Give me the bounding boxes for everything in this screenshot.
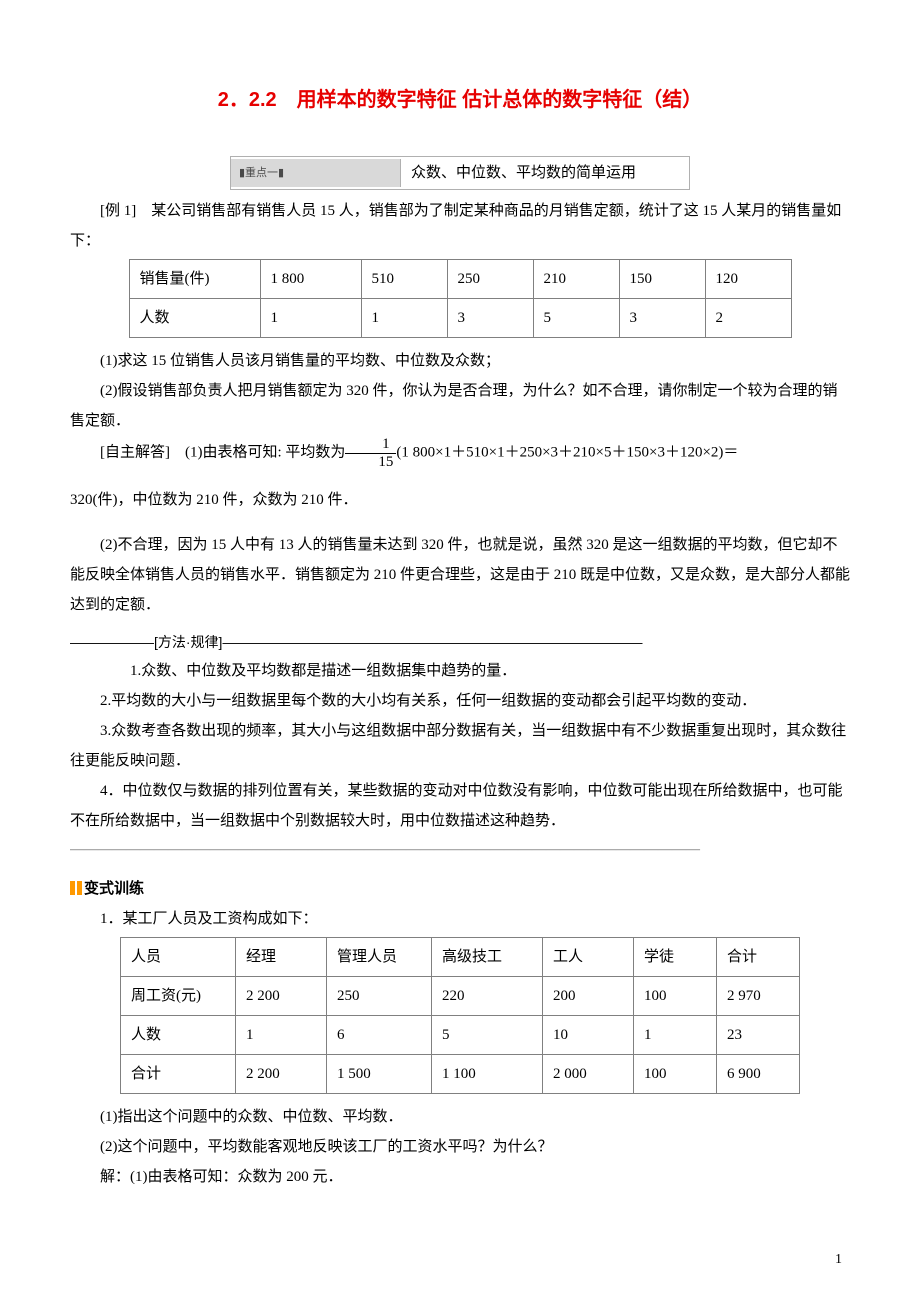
- variant-sub1: (1)指出这个问题中的众数、中位数、平均数．: [70, 1102, 850, 1132]
- cell: 220: [432, 977, 543, 1016]
- cell: 合计: [121, 1055, 236, 1094]
- cell: 2 200: [236, 1055, 327, 1094]
- example1-q1: (1)求这 15 位销售人员该月销售量的平均数、中位数及众数；: [70, 346, 850, 376]
- cell: 合计: [717, 938, 800, 977]
- method-p2: 2.平均数的大小与一组数据里每个数的大小均有关系，任何一组数据的变动都会引起平均…: [70, 686, 850, 716]
- cell: 100: [634, 1055, 717, 1094]
- method-p3: 3.众数考查各数出现的频率，其大小与这组数据中部分数据有关，当一组数据中有不少数…: [70, 716, 850, 776]
- example1-answer1: [自主解答] (1)由表格可知: 平均数为115(1 800×1＋510×1＋2…: [70, 436, 850, 470]
- cell: 1: [634, 1016, 717, 1055]
- page: 2．2.2 用样本的数字特征 估计总体的数字特征（结） ▮重点一▮ 众数、中位数…: [0, 0, 920, 1302]
- variant-sub2: (2)这个问题中，平均数能客观地反映该工厂的工资水平吗？为什么？: [70, 1132, 850, 1162]
- table-row: 周工资(元) 2 200 250 220 200 100 2 970: [121, 977, 800, 1016]
- method-p1: 1.众数、中位数及平均数都是描述一组数据集中趋势的量．: [70, 656, 850, 686]
- cell: 1 100: [432, 1055, 543, 1094]
- orange-bar-icon: [77, 881, 82, 895]
- cell: 人数: [121, 1016, 236, 1055]
- ans-after-frac: (1 800×1＋510×1＋250×3＋210×5＋150×3＋120×2)＝: [396, 444, 738, 460]
- cell: 250: [327, 977, 432, 1016]
- cell: 管理人员: [327, 938, 432, 977]
- cell: 5: [533, 299, 619, 338]
- cell: 2: [705, 299, 791, 338]
- cell: 100: [634, 977, 717, 1016]
- example1-answer1b: 320(件)，中位数为 210 件，众数为 210 件．: [70, 485, 850, 515]
- cell: 经理: [236, 938, 327, 977]
- method-p4: 4．中位数仅与数据的排列位置有关，某些数据的变动对中位数没有影响，中位数可能出现…: [70, 776, 850, 836]
- method-title-line: ——————[方法·规律]———————————————————————————…: [70, 628, 850, 656]
- orange-bar-icon: [70, 881, 75, 895]
- example1-lead: [例 1] 某公司销售部有销售人员 15 人，销售部为了制定某种商品的月销售定额…: [70, 196, 850, 256]
- variant-label-text: 变式训练: [84, 880, 144, 897]
- example1-table: 销售量(件) 1 800 510 250 210 150 120 人数 1 1 …: [129, 259, 792, 338]
- method-end-line: ————————————————————————————————————————…: [70, 836, 850, 864]
- topic-box-left: ▮重点一▮: [231, 159, 401, 187]
- cell: 2 200: [236, 977, 327, 1016]
- fraction-den: 15: [345, 454, 396, 471]
- cell: 学徒: [634, 938, 717, 977]
- topic-box: ▮重点一▮ 众数、中位数、平均数的简单运用: [230, 156, 690, 190]
- example1-q2: (2)假设销售部负责人把月销售额定为 320 件，你认为是否合理，为什么？如不合…: [70, 376, 850, 436]
- cell: 3: [619, 299, 705, 338]
- variant-table: 人员 经理 管理人员 高级技工 工人 学徒 合计 周工资(元) 2 200 25…: [120, 937, 800, 1094]
- cell: 周工资(元): [121, 977, 236, 1016]
- cell: 人数: [129, 299, 260, 338]
- cell: 高级技工: [432, 938, 543, 977]
- cell: 工人: [543, 938, 634, 977]
- page-number: 1: [835, 1246, 842, 1274]
- cell: 3: [447, 299, 533, 338]
- cell: 23: [717, 1016, 800, 1055]
- cell: 150: [619, 260, 705, 299]
- table-row: 合计 2 200 1 500 1 100 2 000 100 6 900: [121, 1055, 800, 1094]
- table-row: 销售量(件) 1 800 510 250 210 150 120: [129, 260, 791, 299]
- variant-label: 变式训练: [70, 874, 850, 904]
- cell: 250: [447, 260, 533, 299]
- cell: 1 500: [327, 1055, 432, 1094]
- cell: 1: [361, 299, 447, 338]
- fraction: 115: [345, 436, 396, 470]
- cell: 1 800: [260, 260, 361, 299]
- cell: 120: [705, 260, 791, 299]
- cell: 人员: [121, 938, 236, 977]
- cell: 10: [543, 1016, 634, 1055]
- table-row: 人员 经理 管理人员 高级技工 工人 学徒 合计: [121, 938, 800, 977]
- cell: 2 000: [543, 1055, 634, 1094]
- cell: 1: [260, 299, 361, 338]
- variant-q1: 1．某工厂人员及工资构成如下：: [70, 904, 850, 934]
- cell: 210: [533, 260, 619, 299]
- cell: 6 900: [717, 1055, 800, 1094]
- cell: 2 970: [717, 977, 800, 1016]
- ans-prefix: [自主解答] (1)由表格可知: 平均数为: [100, 444, 345, 460]
- table-row: 人数 1 6 5 10 1 23: [121, 1016, 800, 1055]
- fraction-num: 1: [345, 436, 396, 454]
- cell: 1: [236, 1016, 327, 1055]
- cell: 510: [361, 260, 447, 299]
- cell: 6: [327, 1016, 432, 1055]
- cell: 5: [432, 1016, 543, 1055]
- variant-ans: 解：(1)由表格可知：众数为 200 元．: [70, 1162, 850, 1192]
- table-row: 人数 1 1 3 5 3 2: [129, 299, 791, 338]
- example1-answer2: (2)不合理，因为 15 人中有 13 人的销售量未达到 320 件，也就是说，…: [70, 530, 850, 620]
- page-title: 2．2.2 用样本的数字特征 估计总体的数字特征（结）: [70, 80, 850, 120]
- cell: 销售量(件): [129, 260, 260, 299]
- cell: 200: [543, 977, 634, 1016]
- topic-box-right: 众数、中位数、平均数的简单运用: [401, 157, 646, 189]
